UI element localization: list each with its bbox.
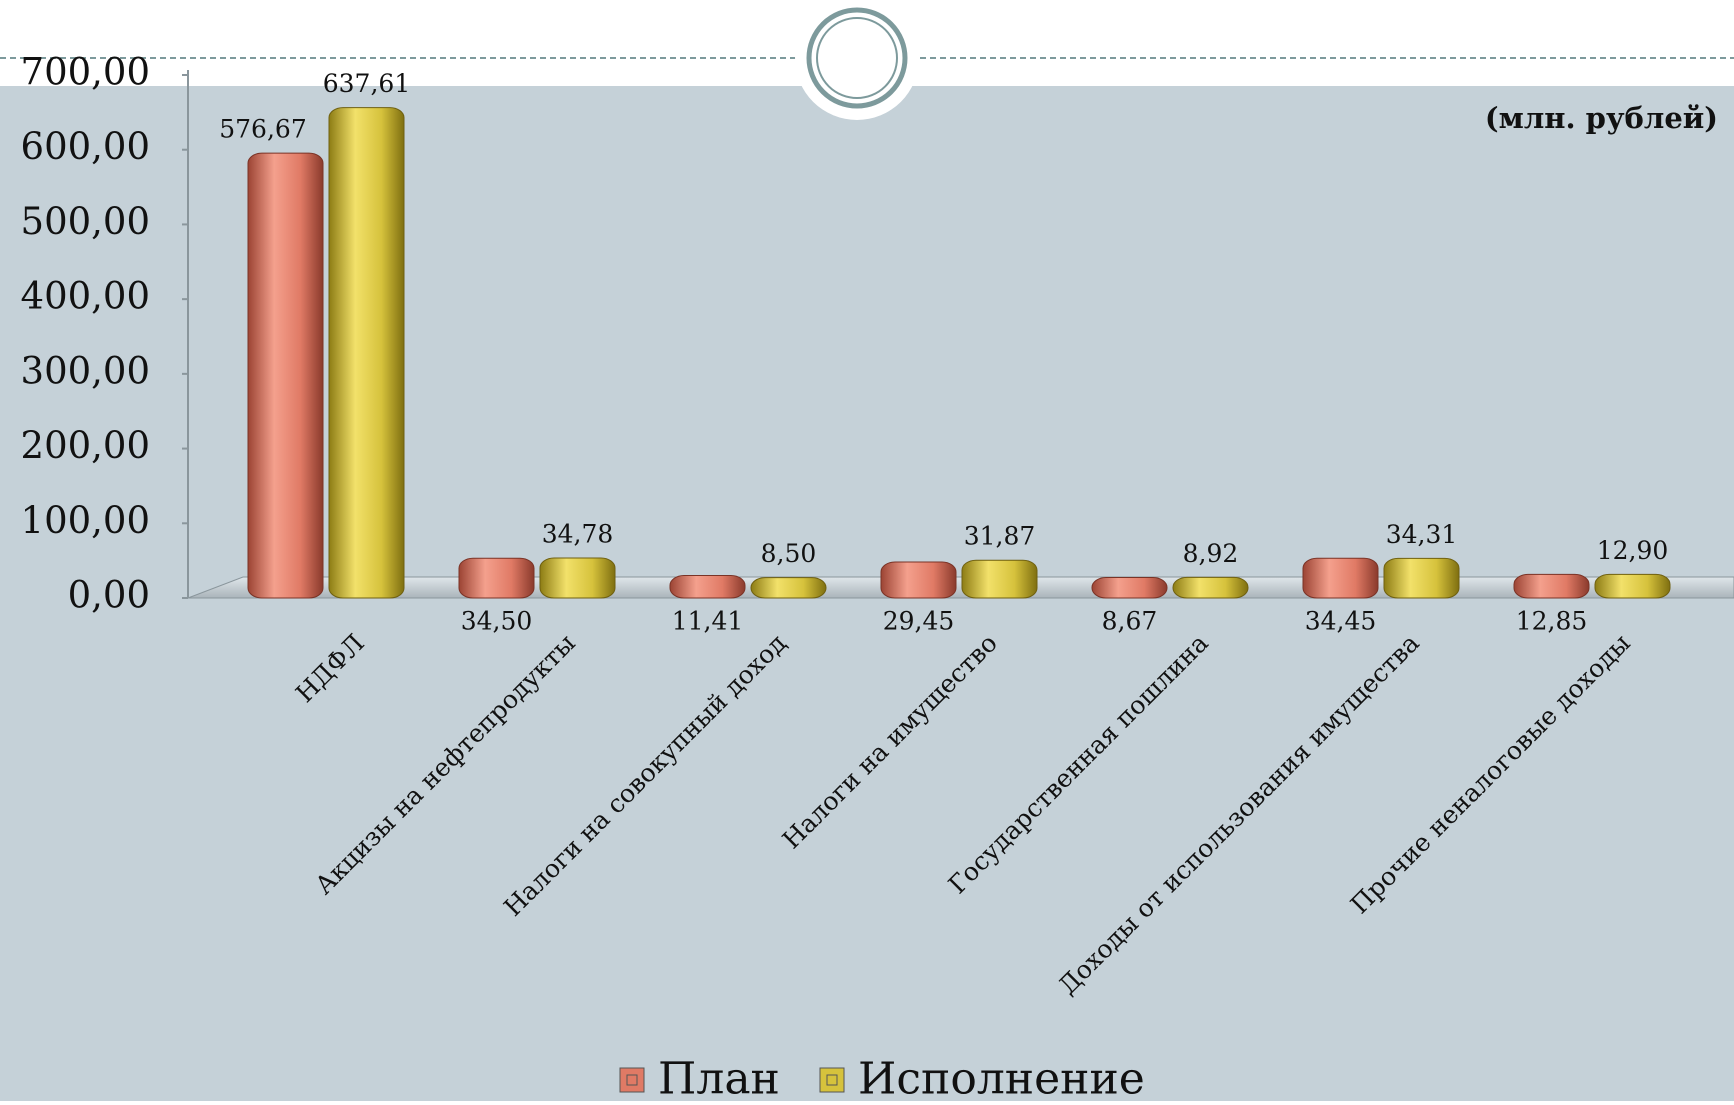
bar <box>669 574 746 599</box>
value-label: 34,45 <box>1305 607 1377 636</box>
value-label: 34,50 <box>461 607 533 636</box>
bar <box>328 107 405 599</box>
unit-label: (млн. рублей) <box>1485 101 1718 135</box>
bar <box>247 152 324 599</box>
bar <box>1172 576 1249 599</box>
value-label: 31,87 <box>964 522 1036 551</box>
y-tick-label: 300,00 <box>21 349 150 392</box>
value-label: 576,67 <box>219 115 306 144</box>
y-tick-label: 500,00 <box>21 200 150 243</box>
bar <box>1513 573 1590 599</box>
bar <box>1091 577 1168 599</box>
value-label: 8,67 <box>1102 607 1158 636</box>
value-label: 11,41 <box>672 607 744 636</box>
bar <box>458 557 535 599</box>
value-label: 12,90 <box>1597 536 1669 565</box>
value-label: 8,50 <box>761 539 817 568</box>
legend-swatch-inner <box>826 1074 838 1086</box>
bar <box>539 557 616 599</box>
y-tick-label: 0,00 <box>68 574 150 617</box>
legend-swatch-inner <box>626 1074 638 1086</box>
y-tick-label: 100,00 <box>21 499 150 542</box>
value-label: 34,78 <box>542 520 614 549</box>
floor <box>187 576 1734 599</box>
y-tick-label: 700,00 <box>21 51 150 94</box>
value-label: 12,85 <box>1516 607 1588 636</box>
legend-label: План <box>658 1054 780 1102</box>
y-tick-label: 200,00 <box>21 424 150 467</box>
ornament-bg <box>795 0 919 120</box>
ornament-ring <box>806 7 908 109</box>
bar <box>1302 557 1379 599</box>
legend-label: Исполнение <box>858 1054 1145 1102</box>
bar <box>961 559 1038 599</box>
bar <box>1594 573 1671 599</box>
legend-swatch <box>619 1067 645 1093</box>
ornament-ring <box>816 17 898 99</box>
value-label: 34,31 <box>1386 520 1458 549</box>
legend-swatch <box>819 1067 845 1093</box>
bar <box>880 561 957 599</box>
value-label: 8,92 <box>1183 539 1239 568</box>
y-tick-label: 600,00 <box>21 125 150 168</box>
bar <box>1383 557 1460 599</box>
bar <box>750 577 827 599</box>
y-tick-label: 400,00 <box>21 275 150 318</box>
value-label: 29,45 <box>883 607 955 636</box>
value-label: 637,61 <box>323 69 410 98</box>
